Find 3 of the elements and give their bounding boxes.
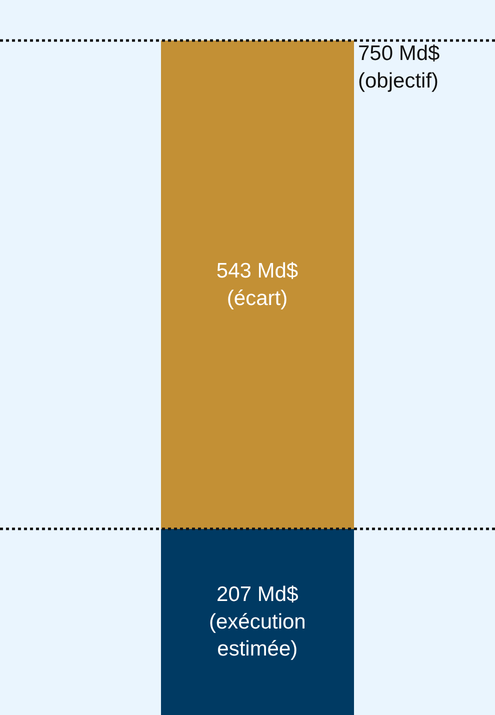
data-label: 207 Md$ (exécution estimée) xyxy=(208,583,306,661)
ref-line-label: 750 Md$ (objectif) xyxy=(358,42,440,92)
data-label: 543 Md$ (écart) xyxy=(216,260,298,310)
